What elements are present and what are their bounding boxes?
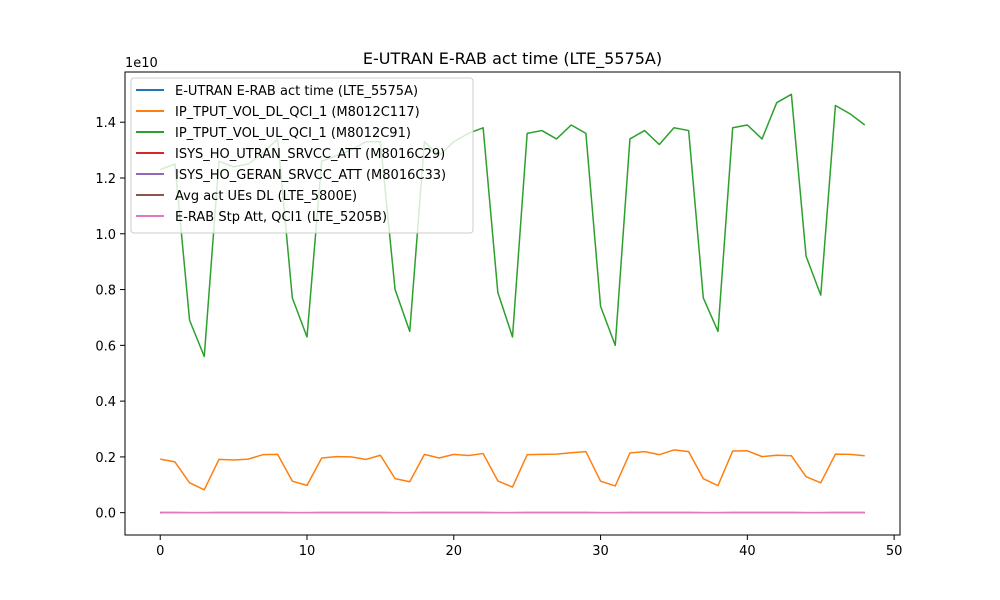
x-tick-label: 40 (739, 544, 756, 559)
legend-label-3: ISYS_HO_UTRAN_SRVCC_ATT (M8016C29) (175, 147, 445, 162)
legend-label-4: ISYS_HO_GERAN_SRVCC_ATT (M8016C33) (175, 168, 446, 183)
x-tick-label: 20 (446, 544, 463, 559)
y-tick-label: 0.6 (95, 339, 116, 354)
x-tick-label: 50 (886, 544, 903, 559)
legend-label-1: IP_TPUT_VOL_DL_QCI_1 (M8012C117) (175, 105, 420, 120)
chart-title: E-UTRAN E-RAB act time (LTE_5575A) (363, 49, 662, 69)
legend-label-6: E-RAB Stp Att, QCI1 (LTE_5205B) (175, 210, 387, 225)
y-tick-label: 0.8 (95, 284, 116, 299)
plot-frame (124, 71, 901, 536)
series-line-1 (160, 449, 865, 491)
legend-label-0: E-UTRAN E-RAB act time (LTE_5575A) (175, 84, 418, 99)
x-tick-label: 10 (299, 544, 316, 559)
y-tick-label: 1.2 (95, 172, 116, 187)
y-axis: 0.0 0.2 0.4 0.6 0.8 1.0 1.2 1.4 (95, 116, 125, 522)
series-layer (159, 93, 866, 514)
legend-label-5: Avg act UEs DL (LTE_5800E) (175, 189, 357, 204)
legend-label-2: IP_TPUT_VOL_UL_QCI_1 (M8012C91) (175, 126, 411, 141)
x-axis: 0 10 20 30 40 50 (156, 535, 902, 559)
y-tick-label: 0.2 (95, 451, 116, 466)
y-tick-label: 0.0 (95, 507, 116, 522)
y-tick-label: 1.4 (95, 116, 116, 131)
y-tick-label: 0.4 (95, 395, 116, 410)
legend-box (130, 77, 474, 234)
legend: E-UTRAN E-RAB act time (LTE_5575A) IP_TPU… (130, 77, 474, 234)
x-tick-label: 30 (592, 544, 609, 559)
y-axis-scale-label: 1e10 (125, 56, 158, 71)
x-tick-label: 0 (156, 544, 164, 559)
y-tick-label: 1.0 (95, 228, 116, 243)
